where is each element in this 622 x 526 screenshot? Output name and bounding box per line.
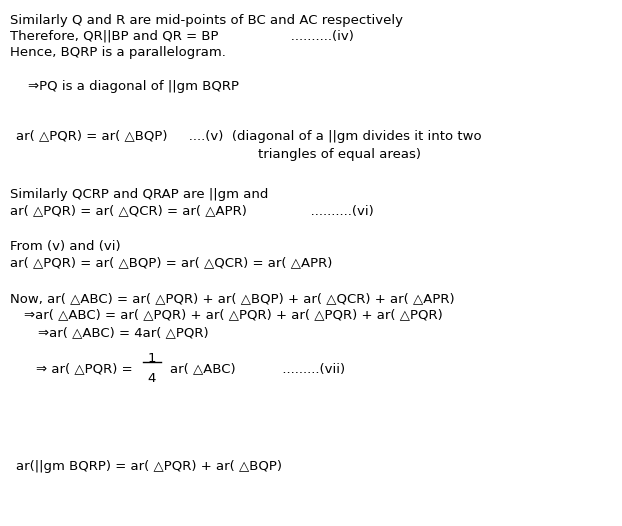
Text: 4: 4 bbox=[148, 372, 156, 385]
Text: Therefore, QR||BP and QR = BP                 ..........(iv): Therefore, QR||BP and QR = BP ..........… bbox=[10, 30, 354, 43]
Text: ⇒ar( △ABC) = 4ar( △PQR): ⇒ar( △ABC) = 4ar( △PQR) bbox=[38, 326, 208, 339]
Text: Hence, BQRP is a parallelogram.: Hence, BQRP is a parallelogram. bbox=[10, 46, 226, 59]
Text: Similarly Q and R are mid-points of BC and AC respectively: Similarly Q and R are mid-points of BC a… bbox=[10, 14, 403, 27]
Text: Now, ar( △ABC) = ar( △PQR) + ar( △BQP) + ar( △QCR) + ar( △APR): Now, ar( △ABC) = ar( △PQR) + ar( △BQP) +… bbox=[10, 292, 455, 305]
Text: ar( △PQR) = ar( △BQP)     ....(v)  (diagonal of a ||gm divides it into two: ar( △PQR) = ar( △BQP) ....(v) (diagonal … bbox=[16, 130, 481, 143]
Text: ⇒ ar( △PQR) =: ⇒ ar( △PQR) = bbox=[36, 362, 132, 375]
Text: ar(||gm BQRP) = ar( △PQR) + ar( △BQP): ar(||gm BQRP) = ar( △PQR) + ar( △BQP) bbox=[16, 460, 282, 473]
Text: From (v) and (vi): From (v) and (vi) bbox=[10, 240, 121, 253]
Text: 1: 1 bbox=[148, 352, 156, 365]
Text: ⇒PQ is a diagonal of ||gm BQRP: ⇒PQ is a diagonal of ||gm BQRP bbox=[28, 80, 239, 93]
Text: triangles of equal areas): triangles of equal areas) bbox=[258, 148, 421, 161]
Text: Similarly QCRP and QRAP are ||gm and: Similarly QCRP and QRAP are ||gm and bbox=[10, 188, 268, 201]
Text: ar( △PQR) = ar( △BQP) = ar( △QCR) = ar( △APR): ar( △PQR) = ar( △BQP) = ar( △QCR) = ar( … bbox=[10, 256, 332, 269]
Text: ar( △PQR) = ar( △QCR) = ar( △APR)               ..........(vi): ar( △PQR) = ar( △QCR) = ar( △APR) ......… bbox=[10, 204, 374, 217]
Text: ar( △ABC)           .........(vii): ar( △ABC) .........(vii) bbox=[170, 362, 345, 375]
Text: ⇒ar( △ABC) = ar( △PQR) + ar( △PQR) + ar( △PQR) + ar( △PQR): ⇒ar( △ABC) = ar( △PQR) + ar( △PQR) + ar(… bbox=[24, 308, 443, 321]
